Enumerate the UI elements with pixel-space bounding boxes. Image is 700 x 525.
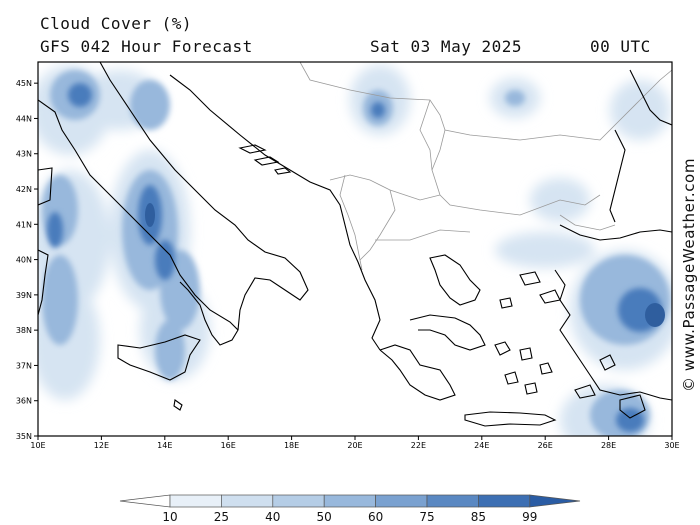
longitude-axis: 10E 12E 14E 16E 18E 20E 22E 24E 26E 28E 30E [30, 436, 680, 450]
cloud-cover-map: 45N 44N 43N 42N 41N 40N 39N 38N 37N 36N 35N 10E 12E… [16, 61, 680, 450]
lon-tick-label: 26E [538, 441, 553, 450]
lon-tick-label: 16E [221, 441, 236, 450]
legend-level-label: 85 [471, 510, 486, 524]
forecast-label: GFS 042 Hour Forecast [40, 37, 253, 56]
copyright-watermark: © www.PassageWeather.com [679, 150, 699, 400]
legend-level-label: 40 [265, 510, 280, 524]
latitude-axis: 45N 44N 43N 42N 41N 40N 39N 38N 37N 36N 35N [16, 79, 38, 441]
lon-tick-label: 18E [284, 441, 299, 450]
lat-tick-label: 43N [16, 150, 32, 159]
legend-swatch [323, 494, 376, 508]
legend-swatch [375, 494, 428, 508]
legend-bar [119, 494, 581, 508]
lat-tick-label: 40N [16, 256, 32, 265]
lat-tick-label: 45N [16, 79, 32, 88]
cloud-field [38, 62, 672, 436]
lon-tick-label: 22E [411, 441, 426, 450]
map-title: Cloud Cover (%) [40, 14, 192, 33]
lon-tick-label: 20E [347, 441, 362, 450]
legend-level-label: 10 [162, 510, 177, 524]
lon-tick-label: 10E [30, 441, 45, 450]
legend-level-label: 60 [368, 510, 383, 524]
legend-swatch [221, 494, 274, 508]
legend-swatch [478, 494, 531, 508]
lon-tick-label: 12E [94, 441, 109, 450]
lon-tick-label: 28E [601, 441, 616, 450]
legend-level-label: 50 [317, 510, 332, 524]
legend-level-label: 75 [419, 510, 434, 524]
lat-tick-label: 41N [16, 220, 32, 229]
forecast-date: Sat 03 May 2025 [370, 37, 522, 56]
country-borders [299, 62, 672, 271]
lat-tick-label: 35N [16, 432, 32, 441]
legend-swatch [426, 494, 479, 508]
legend-high-arrow [529, 494, 581, 508]
lat-tick-label: 42N [16, 185, 32, 194]
coastlines [38, 62, 672, 427]
legend-low-arrow [119, 494, 171, 508]
legend-labels: 10 25 40 50 60 75 85 99 [162, 510, 537, 524]
legend-level-label: 99 [522, 510, 537, 524]
lon-tick-label: 14E [157, 441, 172, 450]
lat-tick-label: 39N [16, 291, 32, 300]
lon-tick-label: 30E [664, 441, 679, 450]
legend-swatch [272, 494, 325, 508]
legend-swatch [169, 494, 222, 508]
lat-tick-label: 36N [16, 397, 32, 406]
lat-tick-label: 44N [16, 114, 32, 123]
forecast-time: 00 UTC [590, 37, 651, 56]
lat-tick-label: 37N [16, 361, 32, 370]
legend-level-label: 25 [214, 510, 229, 524]
copyright-text: © www.PassageWeather.com [680, 157, 698, 393]
lon-tick-label: 24E [474, 441, 489, 450]
lat-tick-label: 38N [16, 326, 32, 335]
